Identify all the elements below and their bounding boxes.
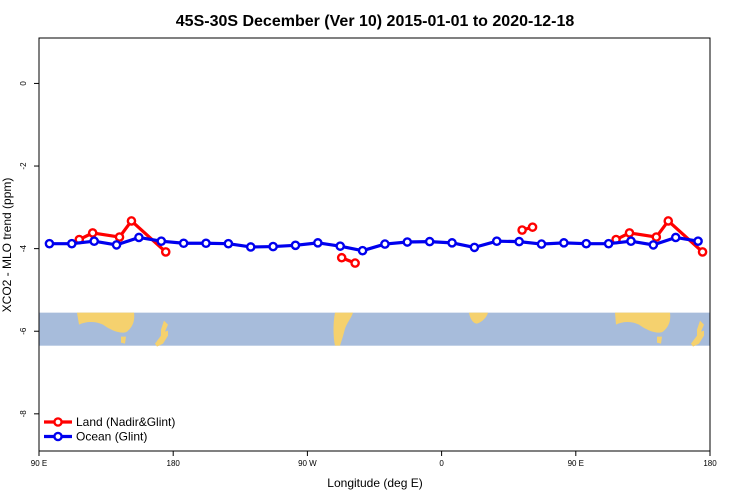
data-point — [491, 236, 502, 246]
data-point — [447, 238, 457, 248]
x-axis: 90 E 180 90 W 0 90 E 180 — [31, 451, 717, 468]
series-ocean — [44, 232, 703, 256]
data-point — [178, 238, 189, 249]
map-ocean — [39, 312, 710, 346]
data-point — [89, 236, 99, 246]
data-point — [603, 238, 614, 249]
map-land-tasmania-2 — [657, 336, 662, 344]
x-tick-label: 90 E — [31, 459, 47, 468]
map-land-tasmania — [121, 336, 126, 344]
data-point — [693, 236, 703, 246]
data-point — [357, 245, 368, 256]
data-point — [134, 232, 144, 243]
data-point — [514, 236, 524, 247]
map-land-south-america — [333, 312, 353, 346]
data-point — [290, 240, 301, 251]
data-point — [380, 239, 390, 249]
legend: Land (Nadir&Glint)Ocean (Glint) — [44, 415, 175, 444]
y-tick-label: -2 — [19, 162, 28, 170]
x-tick-label: 90 W — [298, 459, 317, 468]
map-land-australia — [77, 312, 135, 333]
data-point — [536, 239, 547, 249]
data-point — [114, 232, 125, 242]
chart-title: 45S-30S December (Ver 10) 2015-01-01 to … — [176, 13, 575, 30]
data-point — [160, 247, 171, 257]
plot-layer — [44, 216, 708, 268]
data-point — [517, 225, 527, 235]
y-tick-label: -8 — [19, 410, 28, 418]
data-point — [335, 241, 346, 251]
legend-marker — [53, 417, 63, 427]
data-point — [527, 222, 538, 232]
x-axis-label: Longitude (deg E) — [327, 476, 422, 490]
legend-label: Land (Nadir&Glint) — [76, 415, 175, 429]
x-tick-label: 0 — [439, 459, 444, 468]
y-axis: 0 -2 -4 -6 -8 — [19, 81, 39, 418]
data-point — [697, 247, 708, 257]
data-point — [44, 238, 55, 249]
plot-frame — [38, 37, 711, 452]
y-tick-label: 0 — [19, 81, 28, 86]
map-land-africa — [469, 312, 488, 324]
data-point — [624, 228, 635, 238]
data-point — [87, 228, 98, 238]
data-point — [626, 236, 636, 246]
y-tick-label: -6 — [19, 327, 28, 335]
map-land-new-zealand-2 — [691, 320, 704, 347]
x-tick-label: 90 E — [568, 459, 584, 468]
x-tick-label: 180 — [703, 459, 717, 468]
data-point — [336, 252, 347, 263]
legend-marker — [53, 431, 63, 442]
data-point — [111, 240, 122, 250]
data-point — [469, 242, 480, 253]
data-point — [670, 232, 681, 243]
data-point — [67, 238, 77, 249]
data-point — [201, 238, 211, 249]
data-point — [313, 238, 323, 248]
data-point — [648, 240, 659, 250]
map-land-australia-2 — [615, 312, 671, 333]
map-strip — [39, 312, 710, 347]
data-point — [268, 241, 278, 252]
map-land-new-zealand — [155, 320, 168, 347]
data-point — [424, 236, 435, 247]
data-point — [402, 237, 413, 247]
legend-label: Ocean (Glint) — [76, 430, 147, 444]
y-axis-label: XCO2 - MLO trend (ppm) — [0, 178, 14, 313]
y-tick-label: -4 — [19, 245, 28, 253]
data-point — [223, 238, 234, 249]
data-point — [663, 216, 674, 226]
data-point — [126, 216, 137, 226]
data-point — [651, 232, 662, 242]
data-point — [581, 238, 592, 249]
data-point — [350, 258, 360, 268]
data-point — [245, 242, 256, 252]
data-point — [559, 238, 569, 248]
data-point — [156, 236, 167, 246]
x-tick-label: 180 — [167, 459, 181, 468]
